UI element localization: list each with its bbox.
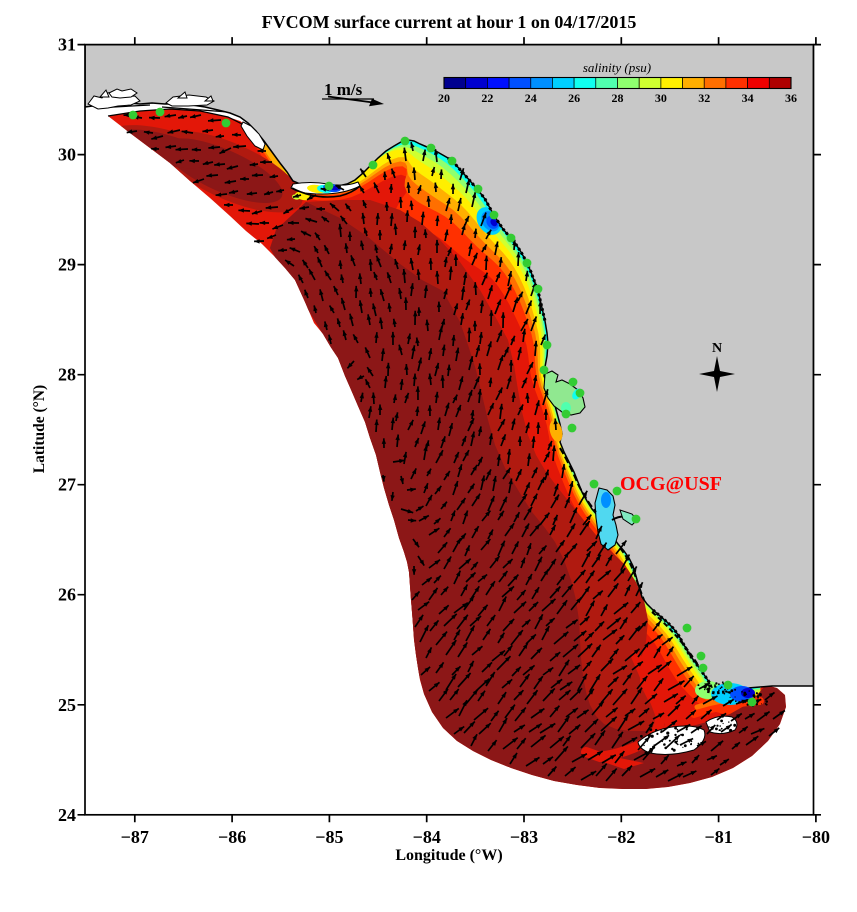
svg-text:−86: −86: [218, 827, 246, 847]
svg-text:salinity (psu): salinity (psu): [583, 60, 651, 75]
svg-text:36: 36: [785, 91, 797, 105]
svg-text:N: N: [712, 341, 722, 356]
svg-text:30: 30: [655, 91, 667, 105]
svg-text:34: 34: [742, 91, 754, 105]
svg-text:25: 25: [58, 695, 76, 715]
svg-text:−82: −82: [607, 827, 635, 847]
svg-text:22: 22: [481, 91, 493, 105]
svg-text:24: 24: [58, 805, 76, 825]
svg-text:32: 32: [698, 91, 710, 105]
svg-text:29: 29: [58, 255, 76, 275]
svg-text:−85: −85: [315, 827, 343, 847]
svg-text:FVCOM surface current at hour: FVCOM surface current at hour 1 on 04/17…: [262, 12, 637, 32]
svg-text:28: 28: [612, 91, 624, 105]
svg-text:26: 26: [58, 585, 76, 605]
svg-text:Latitude (°N): Latitude (°N): [31, 385, 48, 473]
svg-text:−84: −84: [413, 827, 441, 847]
svg-text:20: 20: [438, 91, 450, 105]
svg-text:31: 31: [58, 35, 76, 55]
svg-text:−80: −80: [802, 827, 830, 847]
svg-text:−81: −81: [704, 827, 732, 847]
svg-text:26: 26: [568, 91, 580, 105]
svg-text:30: 30: [58, 145, 76, 165]
svg-text:−83: −83: [510, 827, 538, 847]
svg-text:24: 24: [525, 91, 537, 105]
svg-text:28: 28: [58, 365, 76, 385]
svg-text:1 m/s: 1 m/s: [324, 80, 363, 99]
svg-text:OCG@USF: OCG@USF: [620, 473, 722, 495]
svg-text:Longitude (°W): Longitude (°W): [395, 847, 502, 864]
svg-text:−87: −87: [121, 827, 149, 847]
svg-text:27: 27: [58, 475, 76, 495]
